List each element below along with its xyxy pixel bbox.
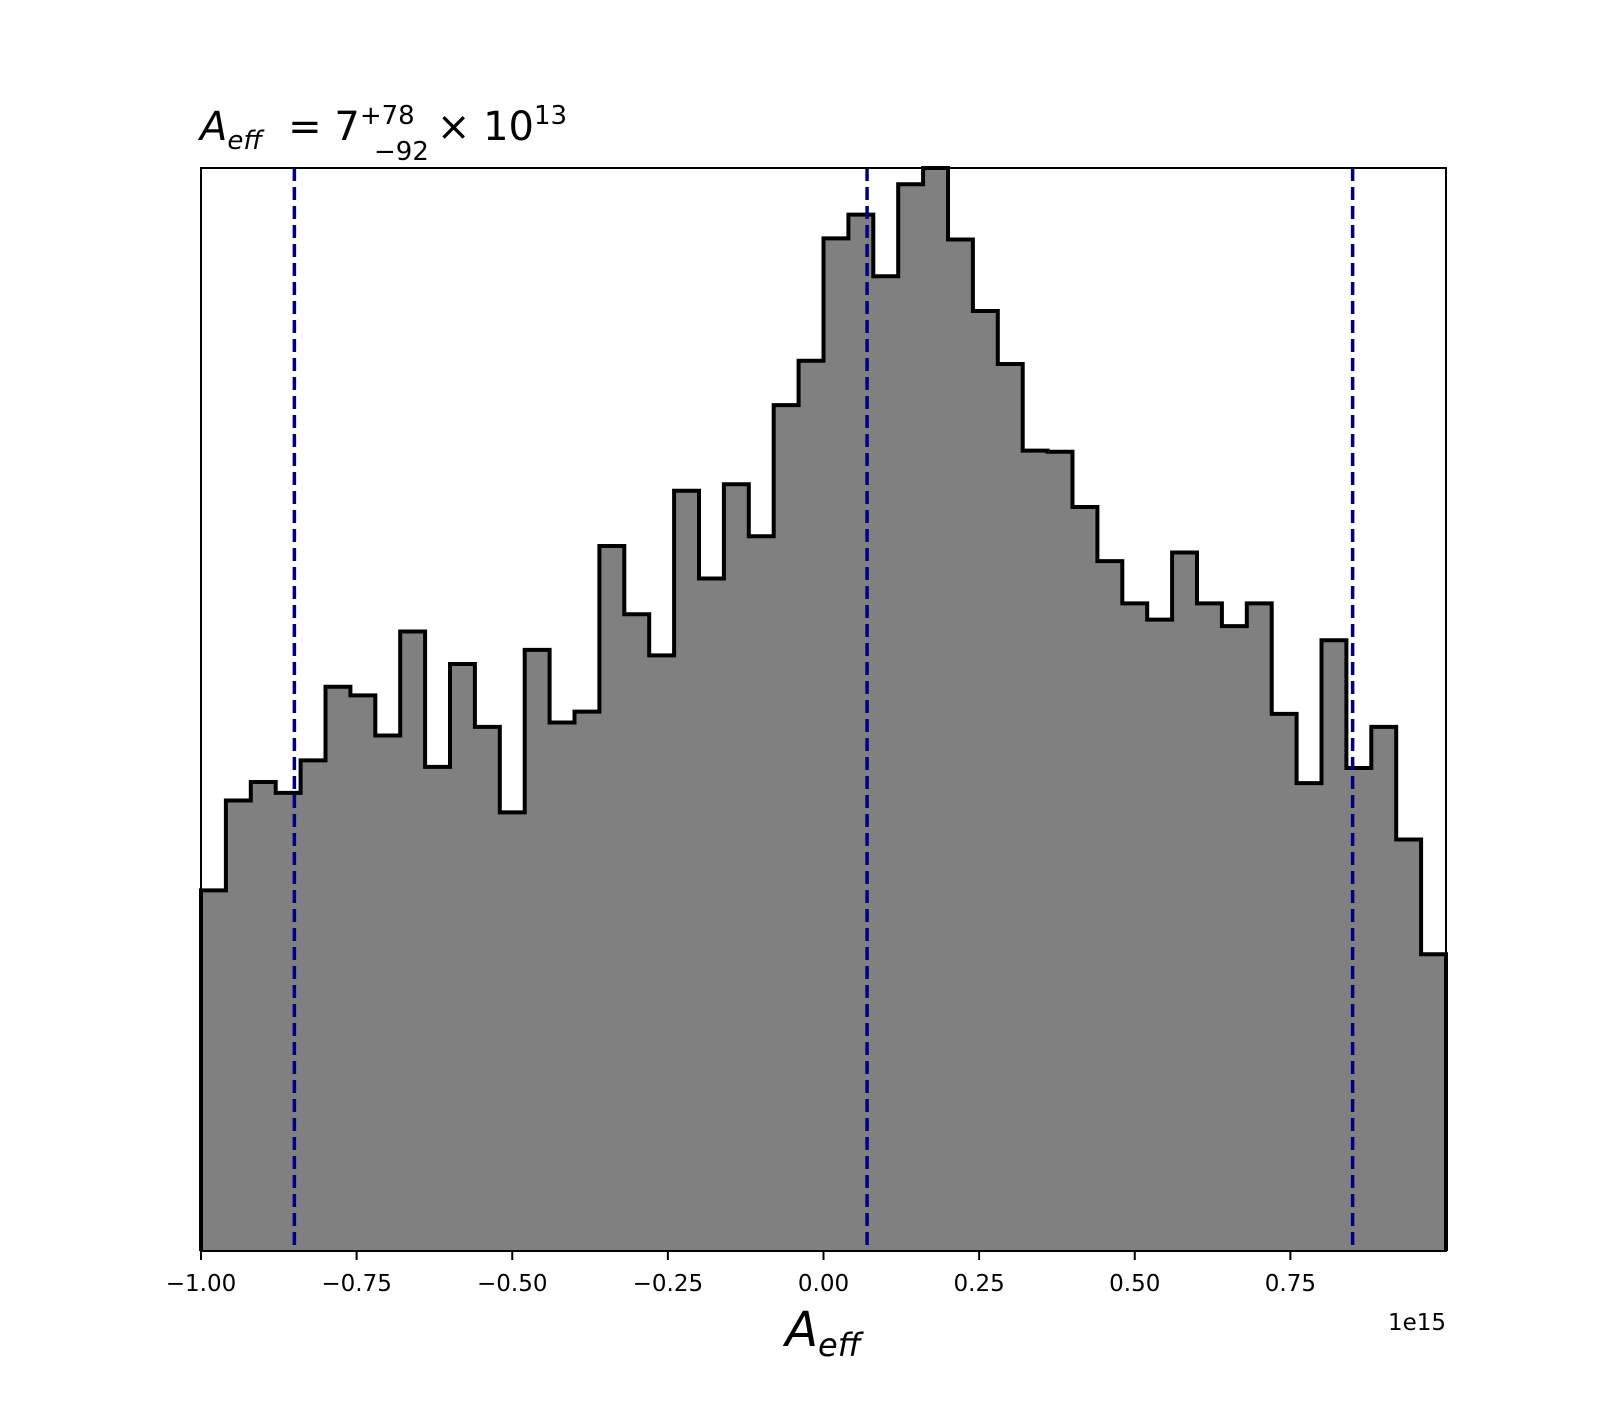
histogram-bar [599, 545, 625, 1251]
x-tick-label: 0.50 [1109, 1271, 1160, 1297]
histogram-bar [1346, 767, 1372, 1251]
histogram-bar [549, 722, 576, 1251]
x-tick-label: 0.25 [954, 1271, 1005, 1297]
histogram-bar [275, 792, 302, 1251]
histogram-bar [1271, 713, 1298, 1251]
histogram-bar [574, 711, 600, 1251]
title-exponent: 13 [534, 101, 567, 131]
histogram-bar [873, 276, 899, 1251]
histogram-bar [997, 364, 1024, 1251]
histogram-bar [375, 735, 401, 1251]
title-equals: = 7 [288, 104, 360, 150]
histogram-bar [649, 655, 675, 1251]
x-offset-label: 1e15 [1388, 1310, 1446, 1336]
histogram-bar [723, 484, 750, 1252]
histogram-bar [624, 614, 650, 1251]
x-tick-label: −0.50 [477, 1271, 547, 1297]
plot-area [199, 166, 1448, 1252]
x-tick-label: −0.25 [633, 1271, 703, 1297]
histogram-bar [674, 490, 700, 1251]
histogram-bar [1296, 783, 1323, 1251]
histogram-bar [300, 760, 327, 1251]
histogram-bar [425, 766, 451, 1251]
title-lower-error: −92 [374, 137, 429, 167]
histogram-bar [350, 695, 376, 1251]
histogram-bar [1072, 506, 1098, 1251]
histogram-bar [325, 686, 351, 1251]
histogram-bar [1122, 603, 1148, 1251]
x-axis-ticks: −1.00 −0.75 −0.50 −0.25 0.00 0.25 0.50 0.75 [166, 1251, 1316, 1297]
histogram-outline [199, 166, 1448, 1251]
histogram-bar [948, 239, 974, 1251]
histogram-bar [524, 649, 551, 1251]
histogram-bar [1022, 450, 1049, 1252]
histogram-bar [823, 238, 849, 1251]
histogram-bar [798, 360, 825, 1251]
histogram-bar [1147, 619, 1173, 1251]
title-symbol-sub: eff [227, 126, 265, 156]
histogram-bar [474, 726, 501, 1251]
histogram-bar [225, 800, 252, 1251]
histogram-bar [1097, 561, 1123, 1251]
histogram-bar [1421, 954, 1447, 1251]
histogram-bar [1321, 640, 1347, 1251]
histogram-bar [848, 214, 874, 1252]
histogram-bar [898, 184, 924, 1251]
histogram-bar [250, 782, 277, 1251]
x-tick-label: 0.00 [798, 1271, 849, 1297]
x-tick-label: −0.75 [321, 1271, 391, 1297]
histogram-bar [1172, 552, 1198, 1251]
x-axis-label: Aeff [782, 1302, 865, 1364]
histogram-bar [201, 890, 227, 1251]
histogram-bar [773, 405, 800, 1251]
x-tick-label: −1.00 [166, 1271, 236, 1297]
title-upper-error: +78 [360, 101, 415, 131]
histogram-bar [450, 664, 476, 1251]
histogram-bar [1246, 603, 1273, 1251]
histogram-bar [1197, 603, 1223, 1251]
x-tick-label: 0.75 [1265, 1271, 1316, 1297]
histogram-bar [1396, 839, 1422, 1251]
histogram-bar [748, 536, 775, 1251]
histogram-bar [1371, 726, 1397, 1251]
histogram-bar [1047, 451, 1074, 1252]
xlabel-symbol-sub: eff [818, 1326, 865, 1364]
title-symbol: A [197, 104, 227, 150]
histogram-bar [400, 631, 426, 1251]
title-multiplier: × 10 [437, 104, 534, 150]
histogram-bar [699, 578, 725, 1251]
histogram-bar [499, 812, 526, 1251]
histogram-bar [923, 168, 949, 1251]
chart-title: Aeff = 7+78 −92 × 1013 [197, 101, 567, 167]
histogram-bar [972, 310, 999, 1251]
histogram-bar [1221, 626, 1248, 1251]
xlabel-symbol: A [782, 1302, 818, 1358]
